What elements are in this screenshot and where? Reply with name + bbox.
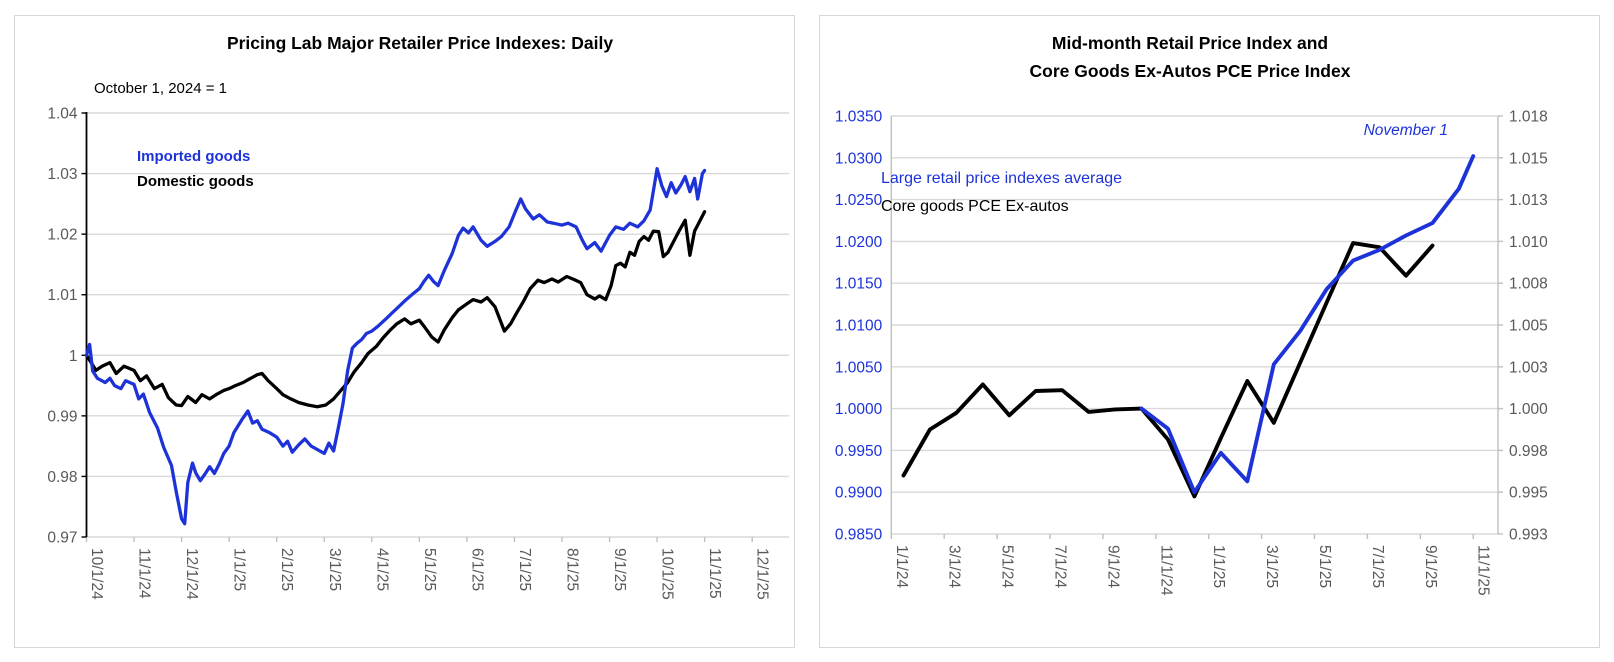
y-axis-right-tick-label: 0.995	[1509, 485, 1548, 502]
x-axis-tick-label: 4/1/25	[373, 548, 390, 591]
series-line-domestic-goods	[84, 210, 707, 409]
y-axis-tick-label: 0.9850	[835, 527, 883, 544]
y-axis-right-tick-label: 1.018	[1509, 109, 1548, 126]
x-axis-tick-label: 7/1/25	[1369, 545, 1386, 588]
x-axis-tick-label: 9/1/25	[611, 548, 628, 591]
x-axis-tick-label: 3/1/24	[946, 545, 963, 588]
x-axis-tick-label: 1/1/24	[893, 545, 910, 588]
y-axis-tick-label: 1.0150	[835, 276, 883, 293]
y-axis-right-tick-label: 1.000	[1509, 401, 1548, 418]
x-axis-tick-label: 11/1/24	[1157, 545, 1174, 596]
y-axis-tick-label: 1.03	[47, 166, 77, 183]
x-axis-tick-label: 7/1/24	[1052, 545, 1069, 588]
x-axis-tick-label: 9/1/25	[1422, 545, 1439, 588]
y-axis-right-tick-label: 1.010	[1509, 234, 1548, 251]
y-axis-tick-label: 1.04	[47, 106, 78, 123]
chart-title: Pricing Lab Major Retailer Price Indexes…	[226, 33, 614, 53]
x-axis-tick-label: 12/1/25	[754, 548, 771, 600]
mid-month-index-chart: 1.0350 1.018 1.0300 1.015 1.0250 1.013 1.0200 1…	[835, 109, 1548, 596]
x-axis-tick-label: 9/1/24	[1104, 545, 1121, 588]
x-axis-tick-label: 7/1/25	[516, 548, 533, 591]
x-axis-tick-label: 11/1/24	[136, 548, 153, 599]
x-axis-tick-label: 11/1/25	[706, 548, 723, 599]
x-axis-tick-label: 3/1/25	[1263, 545, 1280, 588]
legend-item-retail-average: Large retail price indexes average	[881, 170, 1123, 187]
y-axis-tick-label: 0.9900	[835, 485, 883, 502]
x-axis-tick-label: 10/1/24	[88, 548, 105, 600]
series-line-imported-goods	[84, 167, 707, 526]
daily-price-index-chart: 1.04 1.03 1.02 1.01 1 0.99 0.98 0.97 10/1/24 11/1…	[47, 106, 789, 600]
y-axis-tick-label: 1.02	[47, 227, 77, 244]
annotation-november-1: November 1	[1363, 122, 1448, 139]
y-axis-right-tick-label: 1.013	[1509, 192, 1548, 209]
x-axis-tick-label: 2/1/25	[278, 548, 295, 591]
y-axis-tick-label: 1.0200	[835, 234, 883, 251]
legend-item-imported-goods: Imported goods	[137, 148, 251, 165]
legend-item-core-goods-pce: Core goods PCE Ex-autos	[881, 198, 1069, 215]
chart-title: Mid-month Retail Price Index and Core Go…	[820, 29, 1560, 85]
x-axis-tick-label: 10/1/25	[659, 548, 676, 600]
x-axis-tick-label: 5/1/25	[1316, 545, 1333, 588]
x-axis-tick-label: 5/1/25	[421, 548, 438, 591]
y-axis-right-tick-label: 0.998	[1509, 443, 1548, 460]
x-axis-tick-label: 5/1/24	[999, 545, 1016, 588]
legend: Imported goods Domestic goods	[137, 144, 254, 194]
left-chart-panel: 1.04 1.03 1.02 1.01 1 0.99 0.98 0.97 10/1/24 11/1…	[14, 15, 795, 648]
x-axis-tick-label: 3/1/25	[326, 548, 343, 591]
series-line-core-goods-pce-ex-autos	[901, 241, 1435, 499]
y-axis-tick-label: 1	[69, 348, 78, 365]
y-axis-tick-label: 0.99	[47, 408, 77, 425]
y-axis-tick-label: 1.0250	[835, 192, 883, 209]
y-axis-tick-label: 1.0050	[835, 359, 883, 376]
y-axis-right-tick-label: 1.008	[1509, 276, 1548, 293]
y-axis-right-tick-label: 1.005	[1509, 318, 1548, 335]
right-chart-panel: 1.0350 1.018 1.0300 1.015 1.0250 1.013 1.0200 1…	[819, 15, 1600, 648]
chart-title-line2: Core Goods Ex-Autos PCE Price Index	[1029, 61, 1351, 81]
series-line-large-retail-price-indexes-average	[1139, 154, 1476, 495]
y-axis-tick-label: 0.97	[47, 530, 77, 547]
chart-subtitle: October 1, 2024 = 1	[94, 80, 228, 97]
x-axis-tick-label: 6/1/25	[468, 548, 485, 591]
x-axis-tick-label: 12/1/24	[183, 548, 200, 600]
x-axis-tick-label: 11/1/25	[1475, 545, 1492, 596]
chart-title-line1: Mid-month Retail Price Index and	[1051, 33, 1329, 53]
y-axis-tick-label: 0.9950	[835, 443, 883, 460]
y-axis-right-tick-label: 0.993	[1509, 527, 1548, 544]
y-axis-right-tick-label: 1.003	[1509, 359, 1548, 376]
y-axis-right-tick-label: 1.015	[1509, 150, 1548, 167]
y-axis-tick-label: 1.0000	[835, 401, 883, 418]
y-axis-tick-label: 1.0100	[835, 318, 883, 335]
x-axis-tick-label: 1/1/25	[1210, 545, 1227, 588]
legend-item-domestic-goods: Domestic goods	[137, 173, 254, 190]
y-axis-tick-label: 1.0350	[835, 109, 883, 126]
y-axis-tick-label: 1.0300	[835, 150, 883, 167]
x-axis-tick-label: 1/1/25	[231, 548, 248, 591]
y-axis-tick-label: 0.98	[47, 469, 77, 486]
x-axis-tick-label: 8/1/25	[564, 548, 581, 591]
y-axis-tick-label: 1.01	[47, 287, 77, 304]
legend: Large retail price indexes average Core …	[881, 165, 1122, 221]
